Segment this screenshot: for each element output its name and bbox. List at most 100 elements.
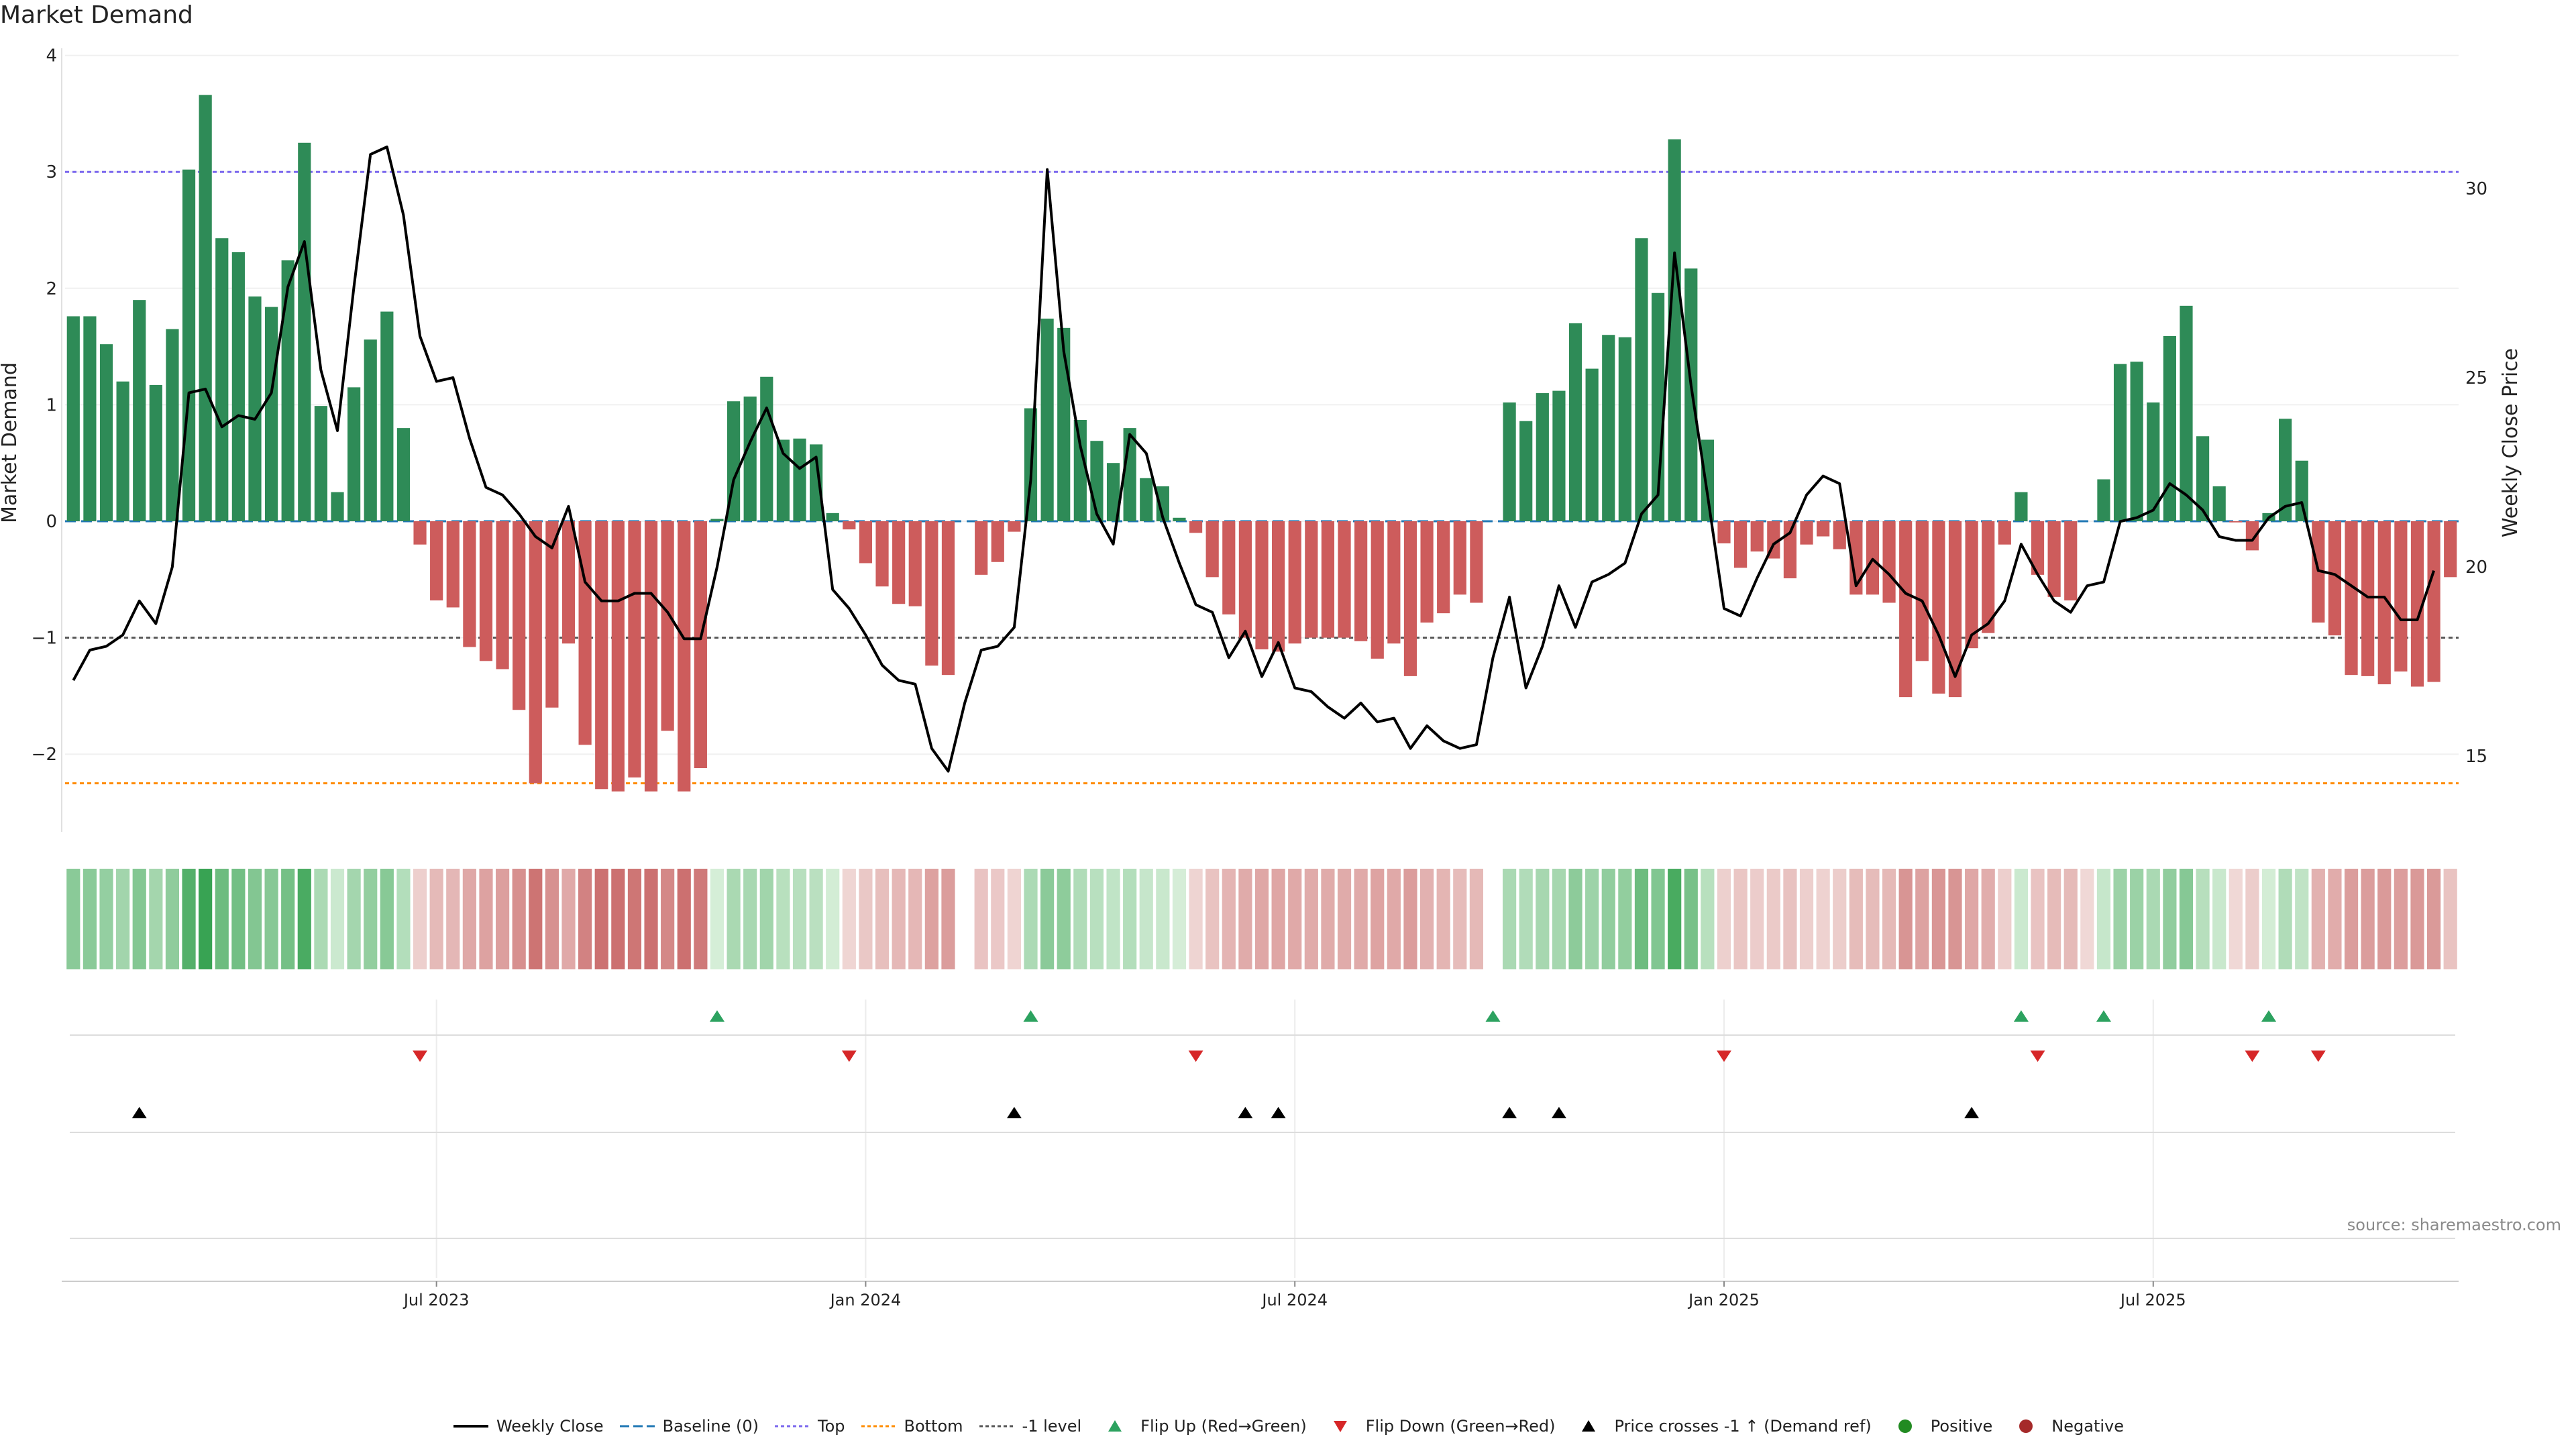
left-tick-label: 4: [46, 46, 57, 66]
price-cross-marker: [1271, 1107, 1286, 1118]
strip-cell: [1089, 869, 1104, 969]
demand-bar-negative: [628, 521, 641, 777]
price-cross-marker: [1964, 1107, 1980, 1118]
demand-bar-negative: [2394, 521, 2408, 672]
strip-cell: [594, 869, 608, 969]
demand-bar-positive: [281, 260, 294, 521]
strip-cell: [1981, 869, 1995, 969]
demand-bar-positive: [248, 296, 262, 521]
legend-item-positive: Positive: [1886, 1417, 1992, 1436]
strip-cell: [1288, 869, 1302, 969]
right-axis-label: Weekly Close Price: [2499, 348, 2522, 537]
demand-bar-positive: [1536, 393, 1549, 521]
legend: Weekly Close Baseline (0) Top Bottom -1 leve…: [0, 1417, 2576, 1436]
right-tick-label: 25: [2465, 368, 2487, 388]
strip-cell: [2146, 869, 2160, 969]
demand-bar-negative: [430, 521, 443, 601]
strip-cell: [1849, 869, 1863, 969]
demand-bar-positive: [264, 307, 278, 521]
demand-bar-negative: [479, 521, 493, 661]
strip-cell: [1123, 869, 1137, 969]
strip-cell: [1469, 869, 1483, 969]
price-cross-marker: [1006, 1107, 1022, 1118]
weekly-close-line-path: [72, 146, 2435, 773]
strip-cell: [1321, 869, 1335, 969]
demand-bar-negative: [1734, 521, 1748, 568]
demand-bar-negative: [1915, 521, 1929, 661]
left-tick-label: −2: [32, 745, 57, 765]
demand-bar-negative: [1453, 521, 1466, 595]
demand-bar-positive: [1618, 337, 1631, 521]
strip-cell: [396, 869, 411, 969]
strip-cell: [281, 869, 295, 969]
demand-bar-negative: [1420, 521, 1434, 623]
demand-bar-positive: [1156, 486, 1169, 521]
right-tick-label: 15: [2465, 747, 2487, 767]
strip-cell: [677, 869, 691, 969]
legend-swatch-icon: [453, 1425, 488, 1428]
strip-cell: [1419, 869, 1434, 969]
demand-bar-negative: [529, 521, 542, 784]
strip-cell: [826, 869, 840, 969]
strip-cell: [545, 869, 559, 969]
strip-cell: [1453, 869, 1467, 969]
demand-bar-positive: [1668, 139, 1681, 522]
strip-cell: [842, 869, 856, 969]
demand-bar-negative: [1387, 521, 1401, 644]
demand-bar-negative: [595, 521, 608, 790]
demand-bar-positive: [83, 316, 97, 521]
demand-bar-negative: [1189, 521, 1203, 533]
demand-bars: [66, 95, 2457, 792]
strip-cell: [611, 869, 625, 969]
legend-item-minus-one: -1 level: [978, 1417, 1081, 1436]
demand-bar-negative: [2361, 521, 2375, 676]
strip-cell: [462, 869, 476, 969]
strip-cell: [627, 869, 642, 969]
legend-label: Bottom: [904, 1417, 963, 1436]
demand-bar-positive: [1552, 390, 1566, 521]
strip-cell: [1733, 869, 1748, 969]
strip-cell: [991, 869, 1005, 969]
demand-bar-negative: [2064, 521, 2078, 601]
left-tick-label: −1: [32, 629, 57, 649]
strip-cell: [644, 869, 658, 969]
demand-bar-positive: [199, 95, 212, 521]
left-tick-label: 2: [46, 279, 57, 299]
demand-bar-negative: [975, 521, 988, 575]
strip-cell: [2047, 869, 2061, 969]
demand-bar-negative: [1750, 521, 1764, 552]
legend-label: Baseline (0): [662, 1417, 759, 1436]
strip-cell: [1898, 869, 1913, 969]
demand-bar-positive: [1073, 419, 1087, 521]
strip-cell: [1568, 869, 1582, 969]
strip-cell: [1371, 869, 1385, 969]
strip-cell: [1601, 869, 1615, 969]
strip-cell: [661, 869, 675, 969]
legend-swatch-icon: [1898, 1419, 1912, 1433]
strip-cell: [264, 869, 278, 969]
demand-bar-negative: [545, 521, 559, 708]
strip-cell: [231, 869, 246, 969]
demand-bar-positive: [826, 513, 839, 521]
strip-cell: [941, 869, 955, 969]
strip-cell: [446, 869, 460, 969]
demand-bar-positive: [2097, 479, 2110, 521]
strip-cell: [1684, 869, 1698, 969]
legend-swatch-icon: [775, 1425, 810, 1428]
demand-bar-positive: [710, 519, 724, 521]
strip-cell: [809, 869, 823, 969]
strip-cell: [248, 869, 262, 969]
demand-bar-positive: [380, 311, 394, 521]
strip-cell: [1436, 869, 1450, 969]
left-axis-label: Market Demand: [0, 362, 21, 523]
legend-item-close: Weekly Close: [452, 1417, 604, 1436]
demand-bar-positive: [760, 376, 773, 521]
strip-cell: [1618, 869, 1632, 969]
demand-bar-negative: [2031, 521, 2045, 575]
demand-bar-negative: [1205, 521, 1219, 578]
demand-bar-negative: [1288, 521, 1301, 644]
reference-lines: [65, 170, 2459, 785]
demand-bar-negative: [1222, 521, 1236, 614]
demand-bar-negative: [446, 521, 460, 608]
